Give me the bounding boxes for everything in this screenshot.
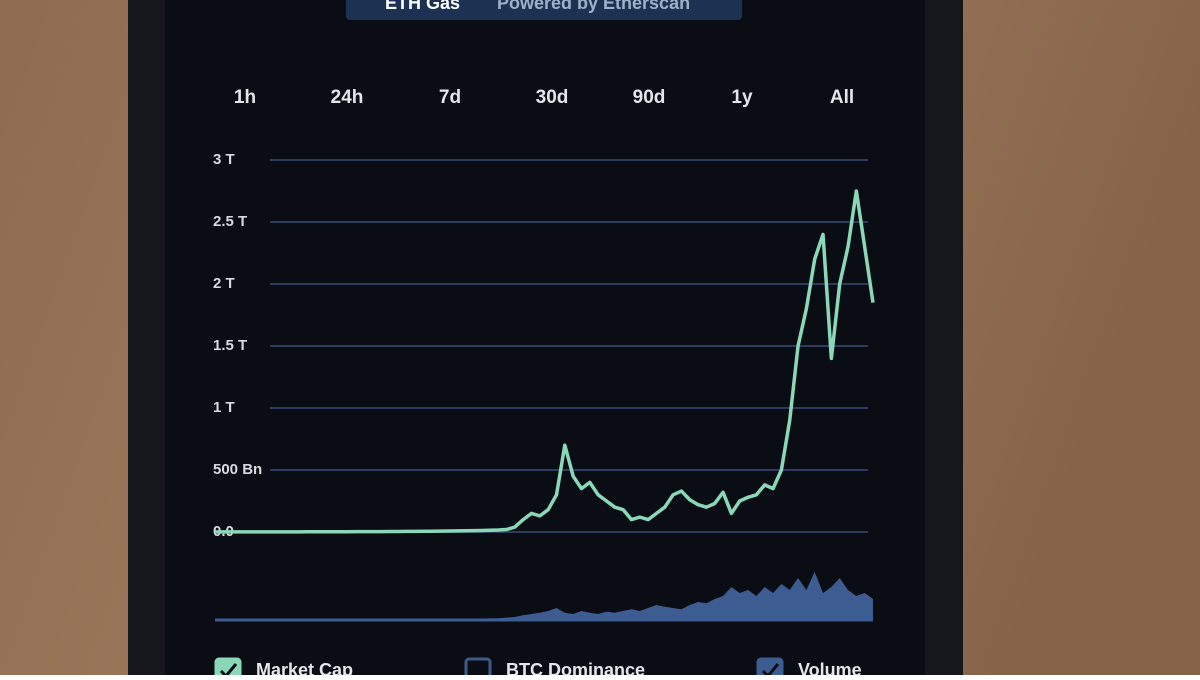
y-tick-label: 1 T [213,399,235,416]
legend-label[interactable]: BTC Dominance [506,660,645,680]
y-tick-label: 2.5 T [213,213,247,230]
range-button[interactable]: 30d [536,87,569,108]
y-tick-label: 500 Bn [213,461,262,478]
header-title: ETH Gas [385,0,460,13]
header-pill[interactable] [346,0,742,20]
volume-area [215,572,873,620]
range-button[interactable]: 24h [331,87,364,108]
y-tick-label: 1.5 T [213,337,247,354]
range-button[interactable]: 7d [439,87,461,108]
range-button[interactable]: 1h [234,87,256,108]
y-tick-label: 3 T [213,151,235,168]
header-subtitle: Powered by Etherscan [497,0,690,13]
range-button[interactable]: 1y [731,87,753,108]
legend-checkbox[interactable] [464,657,492,680]
range-button[interactable]: All [830,87,854,108]
legend-label[interactable]: Volume [798,660,862,680]
range-button[interactable]: 90d [633,87,666,108]
series-line [214,189,875,534]
y-tick-label: 2 T [213,275,235,292]
legend-label[interactable]: Market Cap [256,660,353,680]
